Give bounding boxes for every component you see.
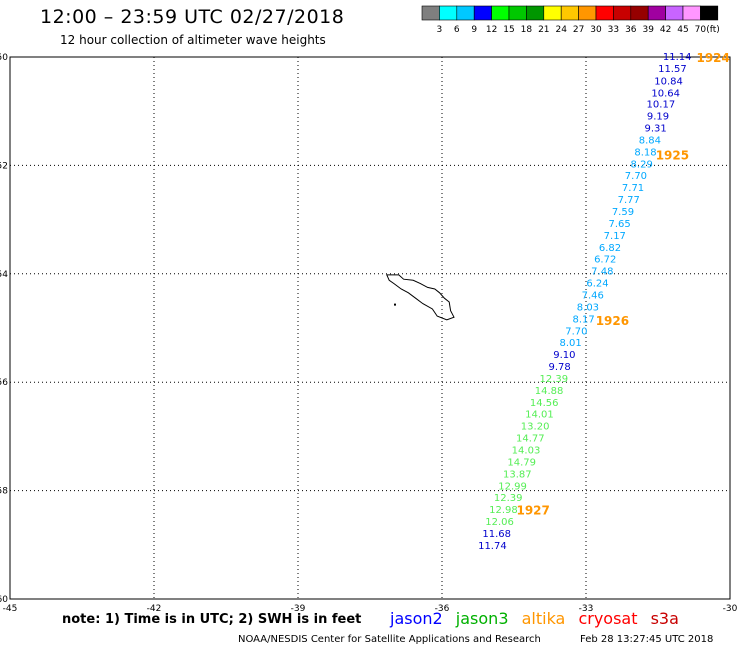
wave-height-value: 10.84 <box>654 76 683 87</box>
wave-height-value: 12.39 <box>540 374 569 385</box>
time-label: 1926 <box>596 314 629 328</box>
wave-height-value: 7.71 <box>622 183 644 194</box>
wave-height-value: 12.06 <box>485 517 514 528</box>
y-tick-label: -58 <box>0 487 8 497</box>
wave-height-value: 7.46 <box>582 290 604 301</box>
legend-jason2: jason2 <box>390 609 443 628</box>
wave-height-value: 9.31 <box>644 124 666 135</box>
time-label: 1927 <box>516 504 549 518</box>
time-label: 1924 <box>696 51 729 65</box>
colorbar-tick-label: 24 <box>555 25 567 35</box>
colorbar-tick-label: 9 <box>471 25 477 35</box>
wave-height-value: 7.70 <box>625 171 647 182</box>
wave-height-value: 7.48 <box>591 267 613 278</box>
colorbar-tick-label: 45 <box>677 25 688 35</box>
y-tick-label: -60 <box>0 595 8 605</box>
colorbar-tick-label: 33 <box>608 25 619 35</box>
wave-height-value: 9.78 <box>548 362 570 373</box>
wave-height-value: 6.82 <box>599 243 621 254</box>
satellite-legend: jason2 jason3 altika cryosat s3a <box>390 609 687 628</box>
x-tick-label: -30 <box>723 604 738 614</box>
wave-height-value: 9.19 <box>647 112 669 123</box>
x-tick-label: -45 <box>3 604 18 614</box>
wave-height-value: 14.88 <box>535 386 564 397</box>
wave-height-value: 14.03 <box>512 445 541 456</box>
wave-height-value: 11.74 <box>478 541 507 552</box>
wave-height-value: 11.57 <box>658 64 687 75</box>
colorbar-tick-label: 70 <box>695 25 707 35</box>
legend-cryosat: cryosat <box>578 609 638 628</box>
colorbar-tick-label: 21 <box>538 25 549 35</box>
colorbar-tick-label: 30 <box>590 25 602 35</box>
colorbar-tick-label: 12 <box>486 25 497 35</box>
wave-height-value: 14.79 <box>507 457 536 468</box>
wave-height-value: 14.77 <box>516 434 545 445</box>
colorbar-tick-label: 18 <box>521 25 533 35</box>
wave-height-value: 12.39 <box>494 493 523 504</box>
wave-height-value: 6.24 <box>586 279 608 290</box>
wave-height-value: 12.99 <box>498 481 527 492</box>
y-tick-label: -52 <box>0 161 8 171</box>
color-scale-legend: 3 6 9 12 15 18 21 24 27 30 33 36 39 42 45 70 (ft) <box>421 5 720 35</box>
x-tick-label: -39 <box>291 604 306 614</box>
coastline-island <box>386 274 455 321</box>
colorbar-unit: (ft) <box>706 25 720 35</box>
generated-timestamp: Feb 28 13:27:45 UTC 2018 <box>580 634 714 645</box>
wave-height-value: 14.56 <box>530 398 559 409</box>
wave-height-value: 8.29 <box>631 159 653 170</box>
coastline-islet <box>394 303 396 306</box>
x-tick-label: -42 <box>147 604 162 614</box>
wave-height-value: 11.68 <box>482 529 511 540</box>
credit-text: NOAA/NESDIS Center for Satellite Applica… <box>238 634 541 645</box>
x-tick-label: -33 <box>579 604 594 614</box>
colorbar-swatch <box>700 5 719 21</box>
wave-height-value: 7.17 <box>604 231 626 242</box>
colorbar-tick-label: 39 <box>642 25 654 35</box>
wave-height-value: 12.98 <box>489 505 518 516</box>
wave-height-value: 11.14 <box>663 52 692 63</box>
page-title: 12:00 – 23:59 UTC 02/27/2018 <box>40 6 345 28</box>
wave-height-value: 10.64 <box>651 88 680 99</box>
y-tick-label: -56 <box>0 378 8 388</box>
wave-height-value: 8.18 <box>634 147 656 158</box>
y-tick-label: -50 <box>0 53 8 63</box>
units-note: note: 1) Time is in UTC; 2) SWH is in fe… <box>62 612 362 627</box>
wave-height-value: 14.01 <box>525 410 554 421</box>
legend-jason3: jason3 <box>455 609 509 628</box>
wave-height-value: 8.84 <box>639 135 661 146</box>
wave-height-value: 8.01 <box>560 338 582 349</box>
wave-height-value: 7.77 <box>618 195 640 206</box>
wave-height-value: 10.17 <box>647 100 676 111</box>
time-label: 1925 <box>656 149 689 163</box>
colorbar-tick-label: 27 <box>573 25 584 35</box>
page-subtitle: 12 hour collection of altimeter wave hei… <box>60 33 326 47</box>
wave-height-value: 7.65 <box>608 219 630 230</box>
colorbar-tick-label: 42 <box>660 25 671 35</box>
plot-frame <box>9 56 731 600</box>
colorbar-tick-label: 6 <box>454 25 460 35</box>
legend-altika: altika <box>521 609 566 628</box>
wave-height-value: 7.59 <box>612 207 634 218</box>
wave-height-value: 6.72 <box>594 255 616 266</box>
wave-height-value: 9.10 <box>553 350 575 361</box>
wave-height-value: 13.20 <box>521 422 550 433</box>
wave-height-value: 8.17 <box>572 314 594 325</box>
colorbar-tick-label: 36 <box>625 25 637 35</box>
colorbar-tick-label: 3 <box>437 25 443 35</box>
wave-height-value: 8.03 <box>577 302 599 313</box>
colorbar-tick-label: 15 <box>503 25 514 35</box>
wave-height-value: 7.70 <box>565 326 587 337</box>
wave-height-value: 13.87 <box>503 469 532 480</box>
x-tick-label: -36 <box>435 604 450 614</box>
y-tick-label: -54 <box>0 270 8 280</box>
legend-s3a: s3a <box>650 609 679 628</box>
